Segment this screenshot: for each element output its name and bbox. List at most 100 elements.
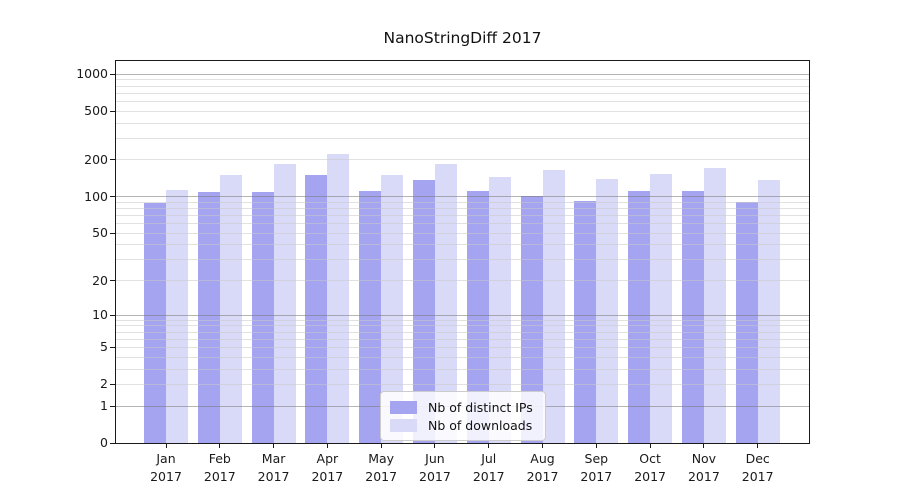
bar-downloads-nov <box>703 168 726 443</box>
x-tick-apr <box>326 443 328 448</box>
gridline-6 <box>116 338 809 340</box>
legend-swatch-distinct-ips <box>390 400 417 414</box>
y-tick-label-0: 0 <box>100 435 108 450</box>
x-tick-label-nov: Nov 2017 <box>673 450 735 486</box>
x-tick-jun <box>434 443 436 448</box>
bar-ips-dec <box>735 201 758 443</box>
x-label-year: 2017 <box>257 469 290 484</box>
bar-ips-jun <box>412 180 435 443</box>
x-tick-mar <box>273 443 275 448</box>
y-tick-200 <box>110 159 116 161</box>
gridline-9 <box>116 319 809 321</box>
bar-downloads-jan <box>166 189 188 443</box>
bar-ips-mar <box>251 191 274 443</box>
bar-downloads-feb <box>219 175 242 443</box>
x-tick-label-jun: Jun 2017 <box>404 450 466 486</box>
x-label-year: 2017 <box>311 469 344 484</box>
y-tick-50 <box>110 232 116 234</box>
gridline-4 <box>116 356 809 358</box>
plot-area: Jan 2017 Feb 2017 Mar 2017 Apr 2017 May 2017 Jun 20… <box>76 60 810 484</box>
x-label-year: 2017 <box>150 469 182 484</box>
x-label-year: 2017 <box>687 469 720 484</box>
gridline-20 <box>116 280 809 282</box>
bar-downloads-apr <box>327 153 350 443</box>
gridline-100 <box>116 196 809 198</box>
gridline-10 <box>116 314 809 316</box>
x-tick-label-feb: Feb 2017 <box>189 450 251 486</box>
x-tick-label-aug: Aug 2017 <box>512 450 574 486</box>
gridline-200 <box>116 159 809 161</box>
bar-downloads-jul <box>488 177 511 443</box>
y-tick-0 <box>110 442 116 444</box>
gridline-90 <box>116 201 809 203</box>
gridline-900 <box>116 79 809 81</box>
bar-ips-jan <box>144 203 166 443</box>
gridline-400 <box>116 122 809 124</box>
y-tick-label-1: 1 <box>100 398 108 414</box>
x-label-month: Jun <box>425 451 445 466</box>
y-tick-2 <box>110 383 116 385</box>
x-tick-label-apr: Apr 2017 <box>296 450 358 486</box>
bar-downloads-oct <box>650 173 673 443</box>
x-tick-sep <box>595 443 597 448</box>
gridline-80 <box>116 207 809 209</box>
y-tick-label-500: 500 <box>84 103 108 119</box>
x-tick-oct <box>649 443 651 448</box>
legend-label-downloads: Nb of downloads <box>428 417 533 433</box>
gridline-500 <box>116 110 809 112</box>
x-tick-jul <box>488 443 490 448</box>
y-tick-label-1000: 1000 <box>76 66 108 82</box>
x-label-year: 2017 <box>526 469 559 484</box>
x-tick-may <box>380 443 382 448</box>
bar-ips-sep <box>574 201 597 443</box>
x-label-year: 2017 <box>203 469 236 484</box>
x-tick-jan <box>165 443 167 448</box>
bar-ips-oct <box>628 191 651 443</box>
y-tick-label-5: 5 <box>100 339 108 355</box>
bar-ips-may <box>359 191 382 443</box>
y-tick-1000 <box>110 73 116 75</box>
x-label-year: 2017 <box>634 469 667 484</box>
x-tick-nov <box>703 443 705 448</box>
bar-downloads-dec <box>757 179 780 443</box>
x-label-month: Sep <box>584 451 609 466</box>
gridline-5 <box>116 346 809 348</box>
x-label-year: 2017 <box>472 469 505 484</box>
x-label-month: Dec <box>745 451 770 466</box>
gridline-50 <box>116 232 809 234</box>
y-tick-10 <box>110 314 116 316</box>
y-tick-500 <box>110 110 116 112</box>
bar-ips-feb <box>197 191 220 443</box>
x-tick-label-dec: Dec 2017 <box>727 450 789 486</box>
gridline-1000 <box>116 73 809 75</box>
bar-ips-nov <box>681 191 704 443</box>
y-tick-label-10: 10 <box>92 307 108 323</box>
x-label-month: Nov <box>691 451 717 466</box>
x-label-year: 2017 <box>580 469 613 484</box>
y-tick-label-20: 20 <box>92 272 108 288</box>
y-tick-label-200: 200 <box>84 151 108 167</box>
x-tick-label-mar: Mar 2017 <box>243 450 305 486</box>
legend: Nb of distinct IPs Nb of downloads <box>380 391 546 441</box>
x-label-month: Jul <box>481 451 497 466</box>
x-label-month: Oct <box>639 451 661 466</box>
y-tick-label-50: 50 <box>92 225 108 241</box>
legend-item-downloads: Nb of downloads <box>390 416 536 434</box>
bar-ips-jul <box>466 190 489 443</box>
x-label-month: May <box>368 451 395 466</box>
gridline-30 <box>116 259 809 261</box>
gridline-3 <box>116 368 809 370</box>
y-tick-label-100: 100 <box>84 188 108 204</box>
x-label-year: 2017 <box>741 469 774 484</box>
gridline-8 <box>116 325 809 327</box>
y-tick-5 <box>110 346 116 348</box>
x-label-month: Aug <box>530 451 555 466</box>
gridline-700 <box>116 92 809 94</box>
x-label-month: Mar <box>261 451 286 466</box>
gridline-800 <box>116 85 809 87</box>
x-label-month: Feb <box>208 451 231 466</box>
gridline-300 <box>116 137 809 139</box>
x-tick-feb <box>219 443 221 448</box>
bar-ips-aug <box>520 196 543 443</box>
